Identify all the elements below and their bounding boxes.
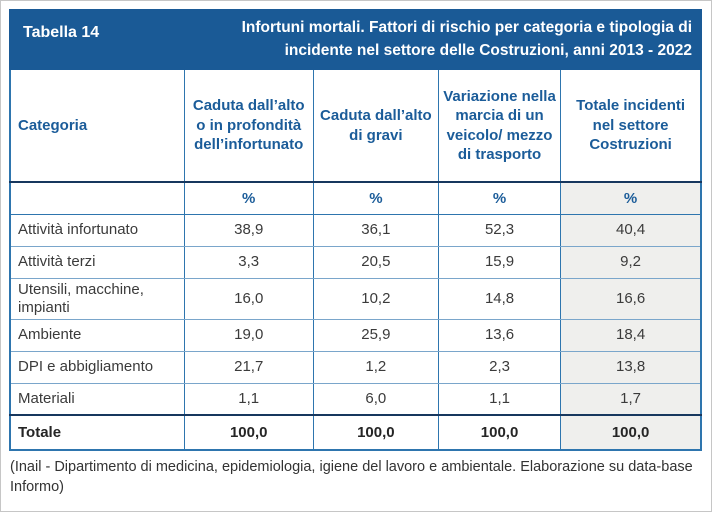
column-header-caduta-alto-profondita: Caduta dall’alto o in profondità dell’in… — [183, 70, 314, 183]
category-cell: Utensili, macchine, impianti — [10, 278, 185, 320]
header-row: Categoria Caduta dall’alto o in profondi… — [10, 70, 701, 183]
column-header-variazione-marcia: Variazione nella marcia di un veicolo/ m… — [437, 70, 561, 183]
column-header-categoria: Categoria — [10, 70, 185, 183]
total-value-cell: 100,0 — [312, 414, 439, 451]
value-cell: 1,1 — [437, 383, 561, 416]
value-cell: 19,0 — [183, 319, 314, 352]
unit-row: % % % % — [10, 182, 701, 215]
table-caption-band: Tabella 14 Infortuni mortali. Fattori di… — [9, 9, 702, 70]
value-cell: 21,7 — [183, 351, 314, 384]
category-cell: DPI e abbigliamento — [10, 351, 185, 384]
total-value-cell: 100,0 — [437, 414, 561, 451]
table-row: Attività terzi 3,3 20,5 15,9 9,2 — [10, 246, 701, 279]
total-value-cell: 100,0 — [560, 414, 701, 451]
unit-cell: % — [183, 182, 314, 215]
value-cell: 52,3 — [437, 214, 561, 247]
total-label-cell: Totale — [10, 414, 185, 451]
value-cell: 6,0 — [312, 383, 439, 416]
table-row: Materiali 1,1 6,0 1,1 1,7 — [10, 383, 701, 416]
value-cell: 13,6 — [437, 319, 561, 352]
value-cell: 20,5 — [312, 246, 439, 279]
column-header-totale-settore: Totale incidenti nel settore Costruzioni — [560, 70, 701, 183]
unit-cell — [10, 182, 185, 215]
table-row: Utensili, macchine, impianti 16,0 10,2 1… — [10, 278, 701, 320]
total-value-cell: 100,0 — [183, 414, 314, 451]
value-cell: 1,7 — [560, 383, 701, 416]
value-cell: 9,2 — [560, 246, 701, 279]
value-cell: 10,2 — [312, 278, 439, 320]
category-cell: Ambiente — [10, 319, 185, 352]
total-row: Totale 100,0 100,0 100,0 100,0 — [10, 414, 701, 451]
value-cell: 40,4 — [560, 214, 701, 247]
table-row: Attività infortunato 38,9 36,1 52,3 40,4 — [10, 214, 701, 247]
unit-cell: % — [312, 182, 439, 215]
category-cell: Attività terzi — [10, 246, 185, 279]
value-cell: 18,4 — [560, 319, 701, 352]
value-cell: 13,8 — [560, 351, 701, 384]
value-cell: 1,2 — [312, 351, 439, 384]
value-cell: 15,9 — [437, 246, 561, 279]
unit-cell: % — [560, 182, 701, 215]
category-cell: Attività infortunato — [10, 214, 185, 247]
category-cell: Materiali — [10, 383, 185, 416]
table-row: Ambiente 19,0 25,9 13,6 18,4 — [10, 319, 701, 352]
value-cell: 1,1 — [183, 383, 314, 416]
value-cell: 16,6 — [560, 278, 701, 320]
value-cell: 14,8 — [437, 278, 561, 320]
value-cell: 16,0 — [183, 278, 314, 320]
value-cell: 3,3 — [183, 246, 314, 279]
table-number-label: Tabella 14 — [23, 24, 100, 41]
source-footnote: (Inail - Dipartimento di medicina, epide… — [10, 459, 693, 495]
unit-cell: % — [437, 182, 561, 215]
value-cell: 2,3 — [437, 351, 561, 384]
value-cell: 38,9 — [183, 214, 314, 247]
data-table: Categoria Caduta dall’alto o in profondi… — [9, 70, 702, 451]
column-header-caduta-gravi: Caduta dall’alto di gravi — [312, 70, 439, 183]
table-title: Infortuni mortali. Fattori di rischio pe… — [241, 19, 692, 59]
value-cell: 25,9 — [312, 319, 439, 352]
table-row: DPI e abbigliamento 21,7 1,2 2,3 13,8 — [10, 351, 701, 384]
value-cell: 36,1 — [312, 214, 439, 247]
